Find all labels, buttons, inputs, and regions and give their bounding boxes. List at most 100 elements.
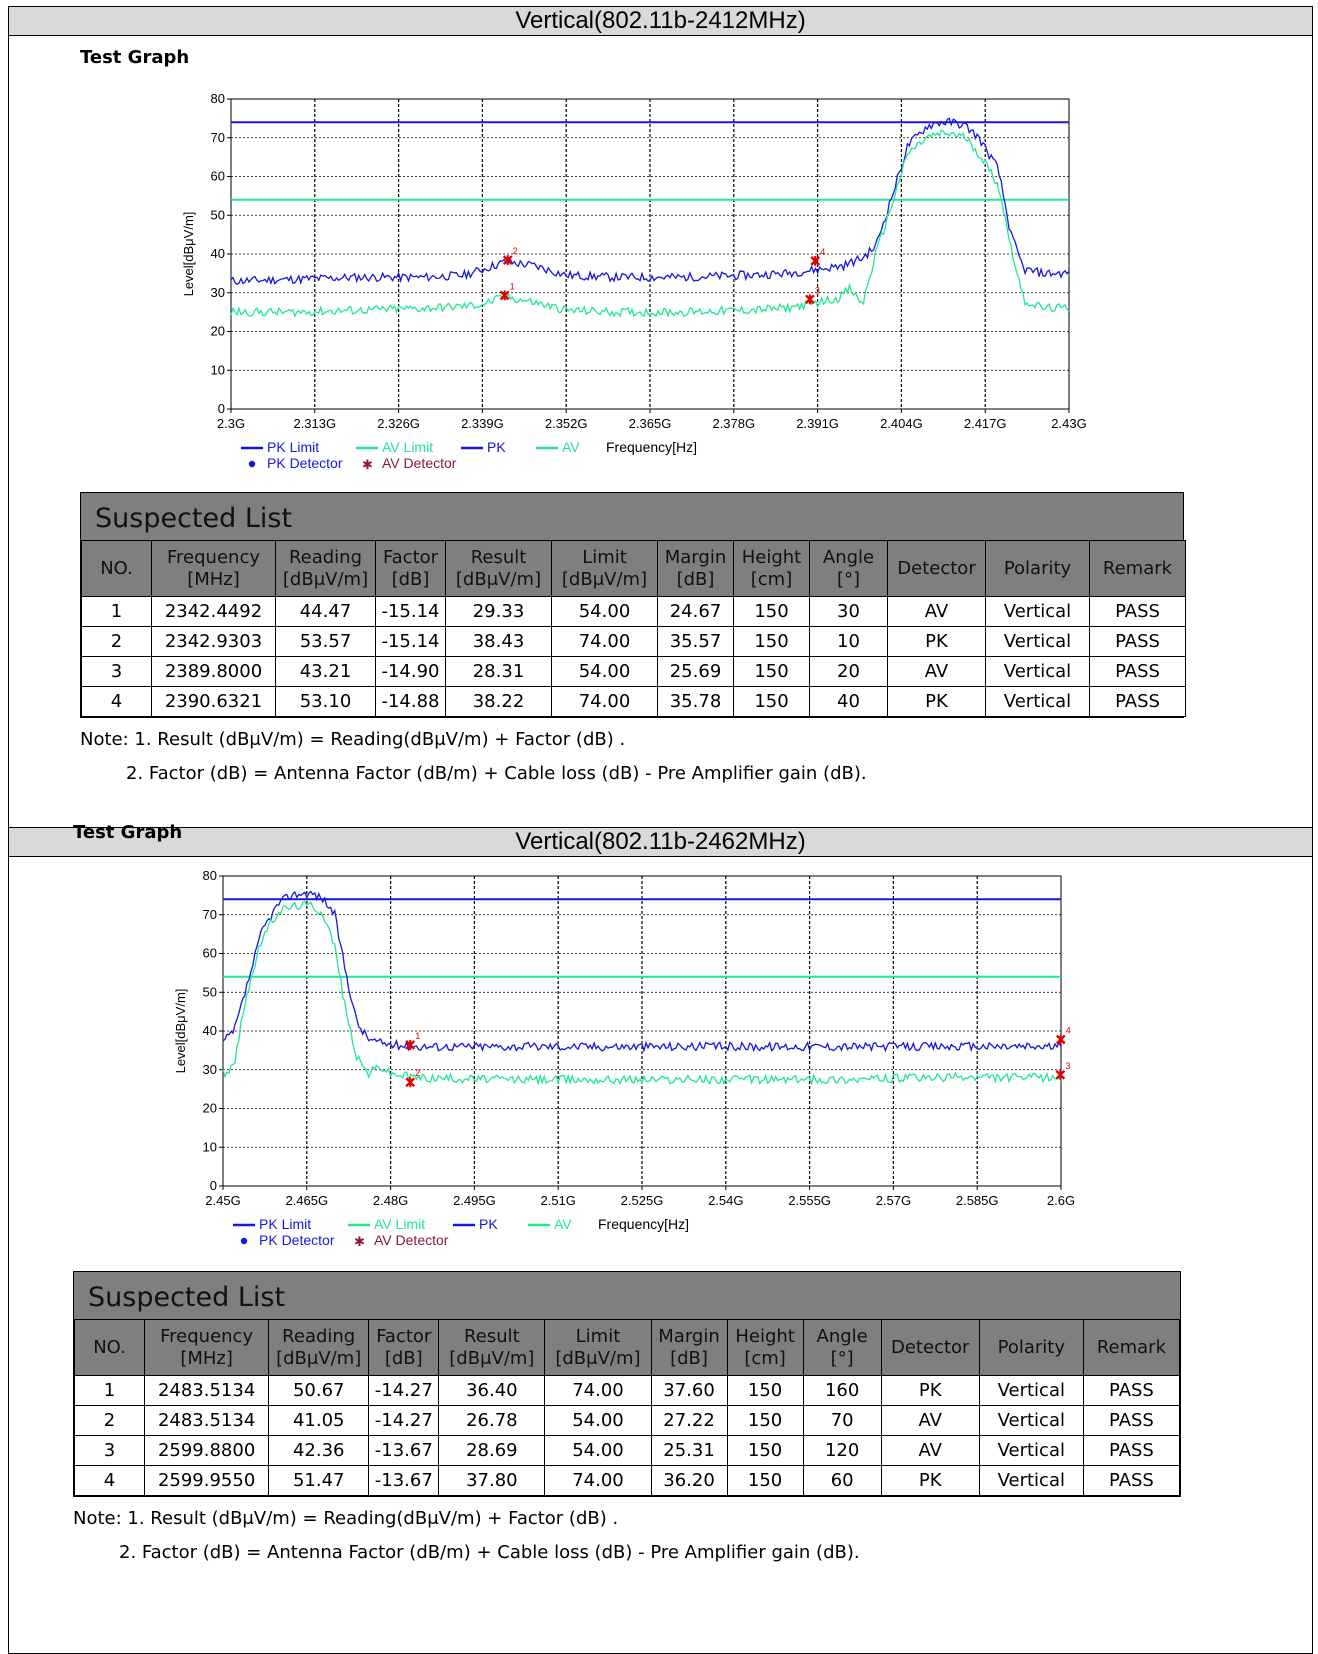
table-cell: PASS (1089, 686, 1186, 717)
column-header: Margin [dB] (650, 1319, 728, 1376)
marker-3: 3 (1055, 1061, 1070, 1080)
panel-title: Vertical(802.11b-2462MHz) (9, 828, 1312, 857)
table-cell: PK (887, 626, 986, 657)
x-tick-label: 2.54G (708, 1193, 743, 1208)
table-row: 2 2483.5134 41.05 -14.27 26.78 54.00 27.22 150 7… (73, 1405, 1181, 1436)
x-tick-label: 2.45G (205, 1193, 240, 1208)
table-cell: -15.14 (375, 596, 446, 627)
table-cell: PASS (1089, 626, 1186, 657)
table-cell: PK (880, 1375, 980, 1406)
table-cell: AV (880, 1405, 980, 1436)
suspected-table: NO. Frequency [MHz] Reading [dBμV/m] Factor [d… (81, 540, 1186, 717)
table-cell: 2599.8800 (144, 1435, 270, 1466)
table-cell: 27.22 (650, 1405, 728, 1436)
table-cell: 29.33 (445, 596, 552, 627)
y-tick-label: 60 (203, 946, 217, 961)
table-row: 3 2389.8000 43.21 -14.90 28.31 54.00 25.69 150 2… (81, 656, 1186, 687)
column-header: Detector (880, 1319, 980, 1376)
table-cell: 53.10 (275, 686, 376, 717)
table-cell: Vertical (978, 1375, 1084, 1406)
table-cell: 54.00 (551, 656, 658, 687)
table-cell: 36.20 (650, 1465, 728, 1496)
column-header: Detector (887, 540, 986, 597)
table-cell: 40 (809, 686, 888, 717)
table-cell: Vertical (978, 1405, 1084, 1436)
y-tick-label: 30 (203, 1062, 217, 1077)
column-header: NO. (81, 540, 152, 597)
table-cell: 60 (802, 1465, 882, 1496)
chart-svg: 0 10 20 30 40 50 60 70 80 2.45G 2.465G 2.48G 2.495G 2… (173, 868, 1075, 1250)
table-cell: Vertical (985, 656, 1090, 687)
column-header: Height [cm] (733, 540, 810, 597)
legend-av-detector: AV Detector (382, 455, 457, 471)
marker-1: 1 (499, 281, 515, 301)
table-cell: Vertical (978, 1435, 1084, 1466)
table-cell: -14.27 (368, 1375, 440, 1406)
x-tick-label: 2.391G (796, 416, 839, 431)
note-line-2: 2. Factor (dB) = Antenna Factor (dB/m) +… (119, 1542, 860, 1563)
x-tick-label: 2.352G (545, 416, 588, 431)
table-cell: 150 (726, 1465, 804, 1496)
table-cell: 38.43 (445, 626, 552, 657)
marker-1: 1 (405, 1031, 420, 1050)
x-tick-label: 2.555G (788, 1193, 831, 1208)
note-line-2: 2. Factor (dB) = Antenna Factor (dB/m) +… (126, 763, 867, 784)
y-tick-label: 0 (218, 401, 225, 416)
y-axis-label: Level[dBμV/m] (173, 989, 188, 1074)
table-cell: 51.47 (268, 1465, 370, 1496)
table-cell: 2483.5134 (144, 1405, 270, 1436)
marker-label: 4 (820, 247, 825, 257)
table-cell: 4 (81, 686, 152, 717)
marker-label: 2 (415, 1068, 420, 1078)
column-header: Result [dBμV/m] (445, 540, 552, 597)
x-tick-label: 2.48G (373, 1193, 408, 1208)
legend-frequency: Frequency[Hz] (606, 439, 697, 455)
table-cell: PASS (1089, 656, 1186, 687)
table-cell: 37.80 (438, 1465, 546, 1496)
table-cell: 53.57 (275, 626, 376, 657)
legend-pk-detector-dot (240, 1237, 248, 1245)
column-header: Polarity (978, 1319, 1084, 1376)
pk-trace (230, 117, 1070, 286)
table-cell: PASS (1082, 1405, 1181, 1436)
x-tick-label: 2.525G (621, 1193, 664, 1208)
table-cell: -14.90 (375, 656, 446, 687)
table-cell: AV (880, 1435, 980, 1466)
legend-pk-limit: PK Limit (259, 1216, 311, 1232)
suspected-table: NO. Frequency [MHz] Reading [dBμV/m] Factor [d… (73, 1319, 1181, 1496)
x-tick-label: 2.57G (876, 1193, 911, 1208)
table-cell: Vertical (985, 626, 1090, 657)
legend-av-detector-icon: ✱ (362, 458, 373, 473)
table-cell: -14.27 (368, 1405, 440, 1436)
table-cell: AV (887, 596, 986, 627)
marker-label: 1 (415, 1031, 420, 1041)
table-cell: PK (880, 1465, 980, 1496)
table-cell: 74.00 (544, 1375, 652, 1406)
column-header: Margin [dB] (657, 540, 734, 597)
marker-label: 1 (510, 281, 515, 291)
table-cell: 150 (733, 626, 810, 657)
table-cell: 37.60 (650, 1375, 728, 1406)
table-row: 4 2390.6321 53.10 -14.88 38.22 74.00 35.78 150 4… (81, 686, 1186, 717)
marker-2: 2 (502, 246, 518, 266)
y-tick-label: 40 (211, 246, 225, 261)
column-header: Frequency [MHz] (144, 1319, 270, 1376)
legend-av-detector: AV Detector (374, 1232, 449, 1248)
pk-trace (222, 890, 1062, 1053)
table-cell: 54.00 (551, 596, 658, 627)
table-row: 1 2483.5134 50.67 -14.27 36.40 74.00 37.60 150 1… (73, 1375, 1181, 1406)
marker-2: 2 (405, 1068, 420, 1088)
table-cell: 4 (73, 1465, 146, 1496)
table-cell: Vertical (985, 596, 1090, 627)
table-cell: 25.31 (650, 1435, 728, 1466)
table-cell: PASS (1082, 1375, 1181, 1406)
x-tick-label: 2.585G (956, 1193, 999, 1208)
table-cell: 24.67 (657, 596, 734, 627)
table-cell: 44.47 (275, 596, 376, 627)
table-cell: -13.67 (368, 1435, 440, 1466)
table-cell: 41.05 (268, 1405, 370, 1436)
column-header: NO. (73, 1319, 146, 1376)
table-cell: 28.69 (438, 1435, 546, 1466)
suspected-list-2462mhz: Suspected List NO. Frequency [MHz] Reading[… (73, 1271, 1181, 1497)
